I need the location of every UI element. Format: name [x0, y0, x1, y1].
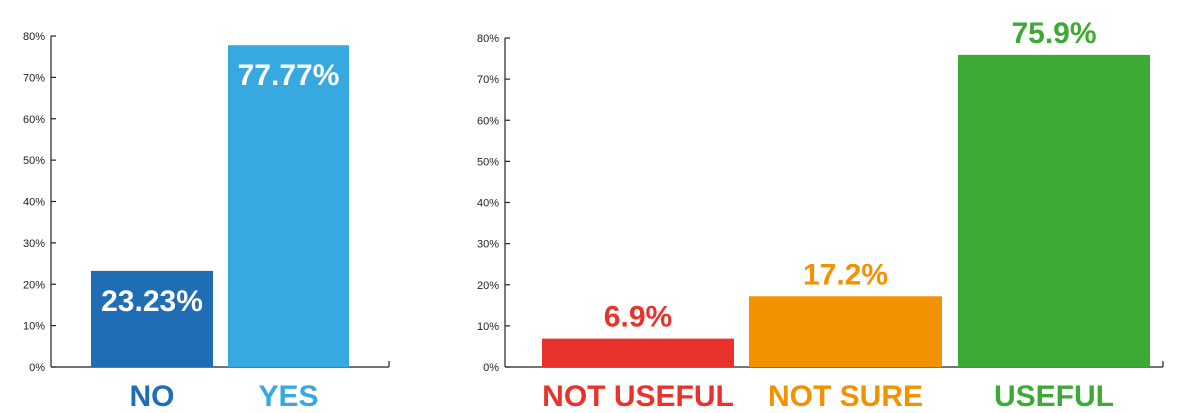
y-tick-label: 50%	[477, 156, 499, 168]
value-label-useful: 75.9%	[1011, 17, 1096, 50]
bar-yes	[228, 45, 349, 367]
chart-yes-no: 0% 10% 20% 30% 40% 50% 60% 70% 80% 23.23% NO 77.77%…	[23, 31, 389, 413]
value-label-yes: 77.77%	[238, 59, 340, 92]
y-tick-label: 80%	[477, 33, 499, 45]
category-label-not-useful: NOT USEFUL	[542, 380, 734, 413]
y-tick-label: 40%	[23, 197, 45, 209]
y-tick-label: 30%	[477, 239, 499, 251]
y-tick-label: 0%	[29, 362, 45, 374]
y-tick-label: 30%	[23, 238, 45, 250]
value-label-not-sure: 17.2%	[803, 258, 888, 291]
y-tick-label: 20%	[23, 279, 45, 291]
y-tick-label: 60%	[477, 115, 499, 127]
bar-not-sure	[749, 296, 942, 367]
y-tick-label: 60%	[23, 114, 45, 126]
value-label-no: 23.23%	[101, 285, 203, 318]
category-label-yes: YES	[258, 380, 318, 413]
y-tick-label: 50%	[23, 155, 45, 167]
y-tick-label: 0%	[483, 362, 499, 374]
chart-usefulness: 0% 10% 20% 30% 40% 50% 60% 70% 80% 6.9% NOT USEFUL…	[477, 17, 1163, 413]
y-tick-label: 10%	[23, 321, 45, 333]
category-label-useful: USEFUL	[994, 380, 1114, 413]
category-label-not-sure: NOT SURE	[768, 380, 923, 413]
category-label-no: NO	[130, 380, 175, 413]
y-tick-label: 70%	[477, 74, 499, 86]
value-label-not-useful: 6.9%	[604, 301, 672, 334]
y-tick-label: 10%	[477, 321, 499, 333]
y-tick-label: 20%	[477, 280, 499, 292]
bar-not-useful	[542, 339, 734, 367]
y-tick-label: 80%	[23, 31, 45, 43]
y-tick-label: 40%	[477, 198, 499, 210]
y-tick-label: 70%	[23, 72, 45, 84]
bar-useful	[958, 55, 1150, 367]
